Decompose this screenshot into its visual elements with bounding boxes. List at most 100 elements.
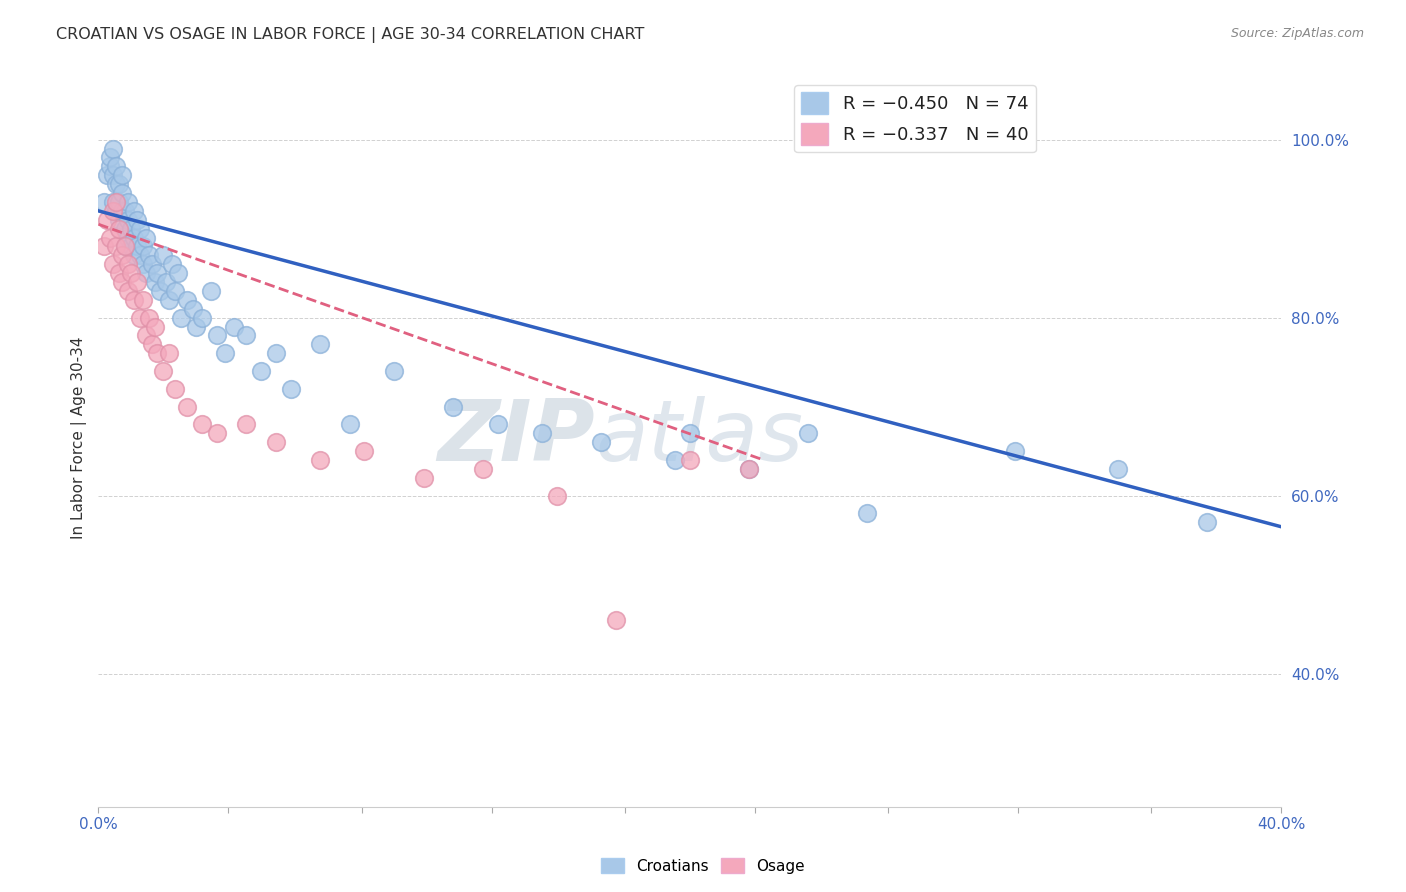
Point [353,444,375,458]
Point [1107,462,1129,476]
Point [264,435,287,450]
Point [122,248,145,262]
Text: Source: ZipAtlas.com: Source: ZipAtlas.com [1230,27,1364,40]
Point [280,382,302,396]
Point [191,310,214,325]
Point [382,364,405,378]
Point [589,435,612,450]
Point [530,426,553,441]
Point [170,310,193,325]
Point [738,462,761,476]
Point [250,364,273,378]
Point [138,248,160,262]
Point [111,248,134,262]
Point [105,203,128,218]
Point [114,203,136,218]
Y-axis label: In Labor Force | Age 30-34: In Labor Force | Age 30-34 [72,336,87,539]
Point [105,239,128,253]
Point [157,293,180,307]
Point [125,275,148,289]
Point [235,328,257,343]
Point [101,142,124,156]
Point [135,230,157,244]
Point [149,284,172,298]
Point [108,177,131,191]
Point [120,221,142,235]
Point [105,177,128,191]
Point [157,346,180,360]
Point [122,203,145,218]
Point [162,257,184,271]
Point [155,275,177,289]
Point [679,426,702,441]
Point [98,230,121,244]
Point [141,257,163,271]
Point [441,400,464,414]
Point [200,284,222,298]
Point [339,417,361,432]
Point [152,364,174,378]
Point [101,194,124,209]
Point [93,239,115,253]
Point [205,328,228,343]
Point [546,489,568,503]
Point [128,310,150,325]
Point [111,169,134,183]
Point [309,337,332,351]
Text: ZIP: ZIP [437,396,595,479]
Point [412,471,434,485]
Text: CROATIAN VS OSAGE IN LABOR FORCE | AGE 30-34 CORRELATION CHART: CROATIAN VS OSAGE IN LABOR FORCE | AGE 3… [56,27,644,43]
Point [309,453,332,467]
Point [128,248,150,262]
Point [224,319,246,334]
Point [101,257,124,271]
Point [679,453,702,467]
Point [114,239,136,253]
Legend: Croatians, Osage: Croatians, Osage [595,852,811,880]
Point [165,284,187,298]
Point [117,257,139,271]
Point [264,346,287,360]
Point [143,319,166,334]
Point [105,194,128,209]
Point [184,319,207,334]
Point [117,284,139,298]
Point [117,212,139,227]
Point [856,507,879,521]
Point [146,266,169,280]
Point [135,266,157,280]
Point [108,212,131,227]
Text: atlas: atlas [595,396,803,479]
Point [797,426,820,441]
Point [486,417,509,432]
Point [114,221,136,235]
Point [1004,444,1026,458]
Point [191,417,214,432]
Point [738,462,761,476]
Point [143,275,166,289]
Point [108,194,131,209]
Point [98,151,121,165]
Point [176,293,198,307]
Point [93,194,115,209]
Legend: R = −0.450   N = 74, R = −0.337   N = 40: R = −0.450 N = 74, R = −0.337 N = 40 [794,85,1036,153]
Point [117,230,139,244]
Point [181,301,204,316]
Point [176,400,198,414]
Point [101,203,124,218]
Point [111,186,134,200]
Point [122,293,145,307]
Point [131,257,153,271]
Point [1197,516,1219,530]
Point [125,212,148,227]
Point [117,194,139,209]
Point [120,266,142,280]
Point [111,203,134,218]
Point [131,293,153,307]
Point [605,613,627,627]
Point [152,248,174,262]
Point [131,239,153,253]
Point [135,328,157,343]
Point [114,239,136,253]
Point [111,275,134,289]
